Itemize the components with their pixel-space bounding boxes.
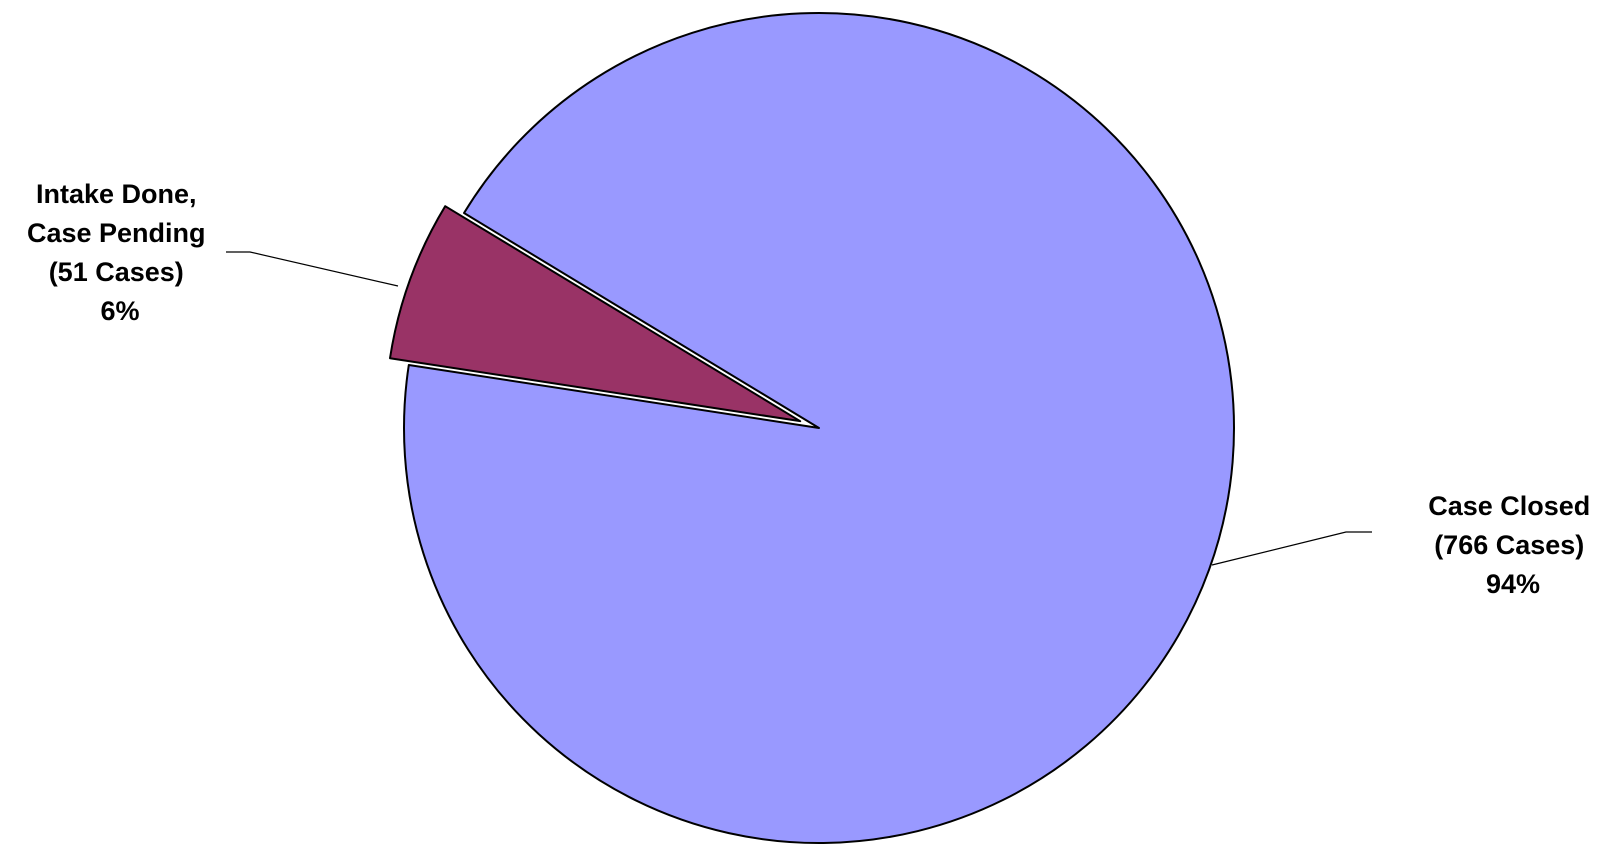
- pie-slice-case-closed: [403, 12, 1235, 844]
- data-label-intake-pending-percent: 6%: [100, 296, 139, 326]
- leader-lines-layer: [226, 251, 1372, 566]
- pie-slice-intake-pending: [389, 205, 802, 423]
- data-label-intake-pending-line1: Intake Done,: [36, 179, 197, 209]
- data-label-intake-pending: Intake Done, Case Pending (51 Cases) 6%: [27, 179, 213, 326]
- data-label-intake-pending-count: (51 Cases): [49, 257, 184, 287]
- data-label-case-closed-count: (766 Cases): [1434, 530, 1584, 560]
- data-label-case-closed: Case Closed (766 Cases) 94%: [1428, 491, 1598, 599]
- slices-layer: [389, 12, 1235, 844]
- leader-line-intake-pending: [226, 251, 399, 287]
- leader-line-case-closed: [1211, 531, 1372, 566]
- data-label-case-closed-name: Case Closed: [1428, 491, 1590, 521]
- data-label-case-closed-percent: 94%: [1486, 569, 1540, 599]
- data-label-intake-pending-line2: Case Pending: [27, 218, 206, 248]
